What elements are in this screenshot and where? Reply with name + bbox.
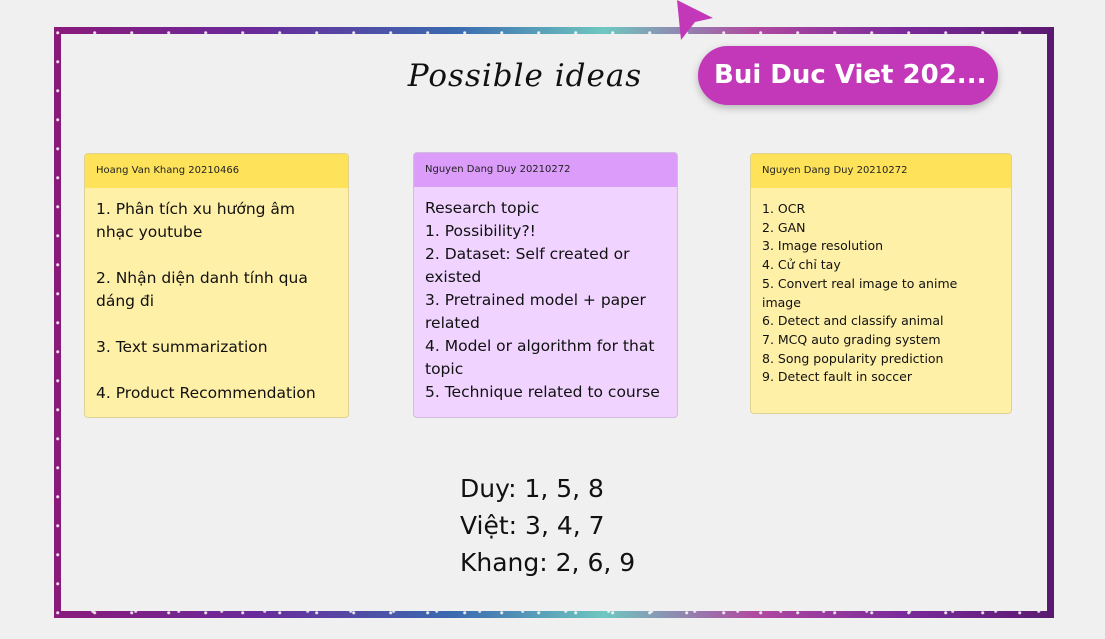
sticky-note[interactable]: Nguyen Dang Duy 20210272 Research topic … [413, 152, 678, 418]
sticky-note[interactable]: Nguyen Dang Duy 20210272 1. OCR 2. GAN 3… [750, 153, 1012, 414]
note-body[interactable]: 1. Phân tích xu hướng âm nhạc youtube 2.… [96, 200, 316, 402]
note-body[interactable]: 1. OCR 2. GAN 3. Image resolution 4. Cử … [762, 201, 958, 385]
board-title[interactable]: Possible ideas [407, 58, 643, 94]
note-body[interactable]: Research topic 1. Possibility?! 2. Datas… [425, 199, 660, 401]
collaborator-cursor-icon [677, 0, 713, 40]
assignment-line: Việt: 3, 4, 7 [460, 511, 605, 540]
note-author: Hoang Van Khang 20210466 [85, 154, 348, 188]
assignment-text[interactable]: Duy: 1, 5, 8 Việt: 3, 4, 7 Khang: 2, 6, … [460, 470, 635, 581]
note-author: Nguyen Dang Duy 20210272 [414, 153, 677, 187]
assignment-line: Duy: 1, 5, 8 [460, 474, 604, 503]
sticky-note[interactable]: Hoang Van Khang 20210466 1. Phân tích xu… [84, 153, 349, 418]
assignment-line: Khang: 2, 6, 9 [460, 548, 636, 577]
note-author: Nguyen Dang Duy 20210272 [751, 154, 1011, 188]
collaborator-name-badge: Bui Duc Viet 202... [698, 46, 998, 105]
